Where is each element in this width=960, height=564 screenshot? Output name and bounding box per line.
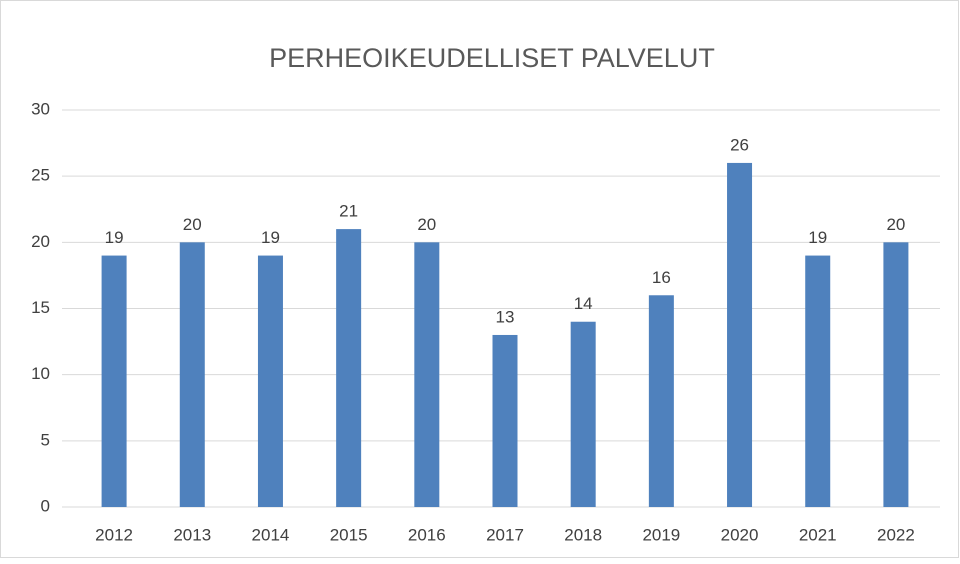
- bar: [179, 242, 205, 508]
- bar: [492, 334, 518, 507]
- data-label: 20: [886, 215, 905, 234]
- data-label: 21: [339, 202, 358, 221]
- x-tick-label: 2017: [486, 525, 524, 544]
- y-tick-label: 25: [31, 166, 50, 185]
- data-label: 20: [417, 215, 436, 234]
- x-tick-label: 2013: [173, 525, 211, 544]
- bar: [805, 255, 831, 507]
- x-tick-label: 2021: [799, 525, 837, 544]
- data-label: 19: [261, 228, 280, 247]
- bar: [257, 255, 283, 507]
- x-tick-label: 2015: [330, 525, 368, 544]
- y-tick-label: 30: [31, 99, 50, 118]
- y-tick-label: 5: [41, 430, 50, 449]
- x-tick-label: 2016: [408, 525, 446, 544]
- y-tick-label: 0: [41, 496, 50, 515]
- x-tick-label: 2012: [95, 525, 133, 544]
- y-tick-label: 20: [31, 232, 50, 251]
- bar: [727, 162, 753, 507]
- chart-title: PERHEOIKEUDELLISET PALVELUT: [269, 43, 715, 73]
- y-tick-label: 15: [31, 298, 50, 317]
- bar: [570, 321, 596, 507]
- x-tick-label: 2018: [564, 525, 602, 544]
- bar: [414, 242, 440, 508]
- data-label: 13: [496, 307, 515, 326]
- data-label: 16: [652, 268, 671, 287]
- x-tick-label: 2020: [721, 525, 759, 544]
- bar: [101, 255, 127, 507]
- data-label: 26: [730, 135, 749, 154]
- data-label: 19: [105, 228, 124, 247]
- x-tick-label: 2014: [252, 525, 290, 544]
- bar: [648, 295, 674, 507]
- data-label: 14: [574, 294, 593, 313]
- x-tick-label: 2019: [642, 525, 680, 544]
- data-label: 20: [183, 215, 202, 234]
- bar: [336, 229, 362, 507]
- bar: [883, 242, 909, 508]
- x-tick-label: 2022: [877, 525, 915, 544]
- data-label: 19: [808, 228, 827, 247]
- y-tick-label: 10: [31, 364, 50, 383]
